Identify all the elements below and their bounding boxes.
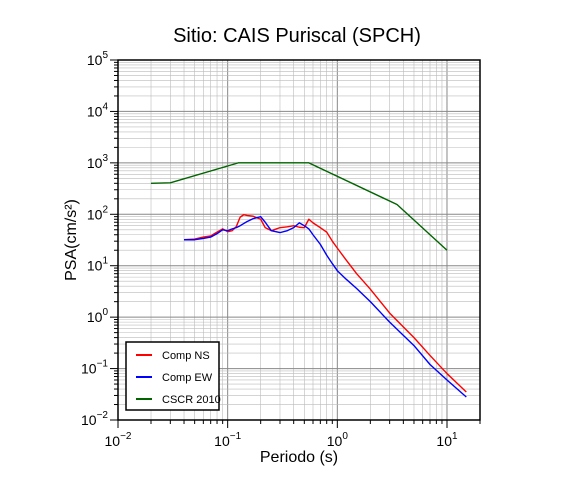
y-tick-label: 103 xyxy=(87,153,109,171)
chart-title: Sitio: CAIS Puriscal (SPCH) xyxy=(173,25,421,47)
x-tick-label: 10−2 xyxy=(105,431,132,449)
y-tick-label: 104 xyxy=(87,101,109,119)
legend: Comp NS Comp EW CSCR 2010 xyxy=(125,341,221,411)
x-tick-label: 101 xyxy=(436,431,458,449)
y-tick-labels: 10−2 10−1 100 101 102 103 104 105 xyxy=(81,50,108,428)
series-lines xyxy=(150,162,467,398)
x-tick-label: 10−1 xyxy=(214,431,241,449)
x-axis-label: Periodo (s) xyxy=(260,449,338,466)
y-tick-label: 10−2 xyxy=(81,410,108,428)
plot-frame xyxy=(117,59,481,421)
series-line-3 xyxy=(150,162,448,251)
y-axis-label: PSA(cm/s²) xyxy=(63,199,80,281)
y-tick-label: 100 xyxy=(87,307,109,325)
x-tick-labels: 10−2 10−1 100 101 xyxy=(105,431,458,449)
y-tick-label: 105 xyxy=(87,50,109,68)
axis-ticks xyxy=(110,59,481,428)
legend-label: Comp EW xyxy=(162,372,213,384)
y-tick-label: 102 xyxy=(87,204,109,222)
y-tick-label: 101 xyxy=(87,256,109,274)
legend-label: CSCR 2010 xyxy=(162,394,221,406)
y-tick-label: 10−1 xyxy=(81,359,108,377)
x-tick-label: 100 xyxy=(327,431,349,449)
legend-label: Comp NS xyxy=(162,350,210,362)
series-line-2 xyxy=(184,215,467,398)
